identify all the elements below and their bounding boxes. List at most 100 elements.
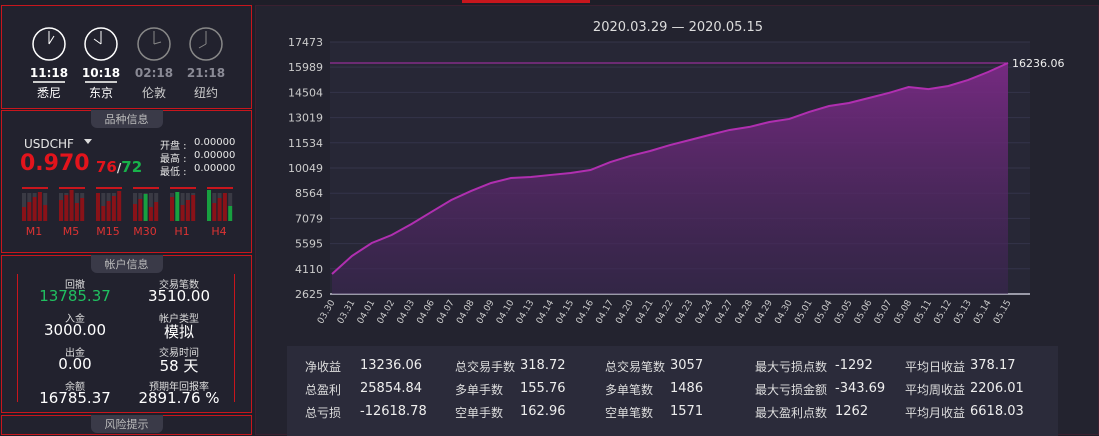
x-tick-label: 04.08 [455,298,477,326]
signal-bar-bg [43,193,48,205]
signal-bar-bg [228,193,233,206]
x-tick-label: 04.20 [614,298,636,326]
account-value: 16785.37 [39,389,111,407]
stat-label: 净收益 [305,360,342,374]
x-tick-label: 04.01 [356,299,378,326]
divider [17,274,18,402]
stat-value: 25854.84 [360,381,423,396]
clock-panel: 11:18 悉尼 10:18 东京 02:18 伦敦 21:18 纽约 [1,5,252,109]
symbol-panel: 品种信息 USDCHF 0.970 76/72 开盘 : 0.00000 最高 : 0… [1,110,252,253]
x-tick-label: 04.03 [396,299,418,326]
account-value: 2891.76 % [138,389,220,407]
bid-ask: 76/72 [96,158,142,176]
y-tick-label: 4110 [295,263,323,276]
clock-time: 10:18 [81,66,121,80]
quote-label: 开盘 : [160,141,187,152]
clock [32,27,66,61]
signal-bar-bg [74,193,79,203]
signal-bar [111,196,116,221]
signal-bar [138,199,143,221]
y-tick-label: 15989 [288,61,323,74]
stat-value: -12618.78 [360,404,427,419]
x-tick-label: 04.21 [634,299,656,326]
stat-value: 6618.03 [970,404,1024,419]
x-tick-label: 04.10 [495,298,517,326]
signal-bar [32,197,37,221]
signal-bar-bg [32,193,37,197]
account-label: 入金 [65,314,85,325]
x-tick-label: 05.04 [813,298,835,326]
area [332,62,1008,295]
risk-panel: 风险提示 [1,415,252,435]
y-tick-label: 2625 [295,288,323,301]
x-tick-label: 05.13 [952,299,974,326]
signal-bar-bg [170,193,174,197]
x-tick-label: 04.02 [376,299,398,326]
bar-cap [207,187,233,189]
stat-value: 3057 [670,358,704,373]
x-tick-label: 05.11 [913,299,935,326]
end-value-label: 16236.06 [1012,57,1065,70]
signal-bar [180,205,185,221]
bar-cap [170,187,196,189]
bar-cap [133,187,159,189]
active-indicator [462,0,590,3]
clock [84,27,118,61]
stat-label: 总交易手数 [455,360,516,374]
bar-cap [96,187,122,189]
signal-bar [148,207,153,221]
signal-bar [185,200,190,221]
quote-value: 0.00000 [194,137,236,148]
dropdown-arrow[interactable] [84,139,92,144]
stat-value: 13236.06 [360,358,423,373]
signal-bar-bg [185,193,190,200]
x-tick-label: 05.08 [893,298,915,326]
stat-label: 最大亏损金额 [755,383,828,397]
account-value: 0.00 [58,355,92,373]
signal-bar-bg [106,193,111,201]
stat-label: 平均月收益 [905,406,966,420]
signal-bar-bg [138,193,143,199]
y-tick-label: 11534 [288,137,323,150]
quote-label: 最低 : [160,167,187,178]
signal-bar [37,192,42,221]
timeframe-label: H4 [211,225,226,238]
y-tick-label: 8564 [295,187,323,200]
x-tick-label: 05.06 [853,298,875,326]
account-value: 模拟 [163,323,194,341]
account-value: 13785.37 [39,287,111,305]
stat-label: 总交易笔数 [605,360,666,374]
signal-bar-bg [133,193,137,204]
stats-box [287,346,1058,436]
signal-bar [59,200,63,221]
signal-bar-bg [154,193,159,202]
stat-label: 多单手数 [455,383,504,397]
x-tick-label: 05.14 [972,298,994,326]
clock [137,27,171,61]
x-tick-label: 04.29 [753,298,775,326]
x-tick-label: 04.13 [515,299,537,326]
chart: 2020.03.29 — 2020.05.15 2625 4110 5595 7079… [288,20,1065,326]
stat-value: 1486 [670,381,704,396]
clock-time: 11:18 [29,66,69,80]
x-tick-label: 03.31 [336,299,358,326]
stat-label: 空单手数 [455,406,504,420]
x-tick-label: 04.17 [594,299,616,326]
separator: / [116,161,122,175]
symbol[interactable]: USDCHF [24,137,74,151]
x-tick-label: 04.07 [435,299,457,326]
stat-value: 162.96 [520,404,566,419]
x-tick-label: 05.12 [932,299,954,326]
stat-value: 1262 [835,404,869,419]
signal-bar [101,206,106,221]
clock-faces [32,27,223,61]
account-label: 出金 [65,348,85,359]
price: 0.970 [20,151,90,176]
signal-bars: M1 M5 M15 M30 H1 H4 [22,187,233,238]
quote-value: 0.00000 [194,150,236,161]
x-tick-label: 04.22 [654,299,676,326]
signal-bar [228,206,233,221]
x-tick-label: 04.28 [734,298,756,326]
signal-bar [175,192,180,221]
signal-bar-bg [80,193,85,198]
